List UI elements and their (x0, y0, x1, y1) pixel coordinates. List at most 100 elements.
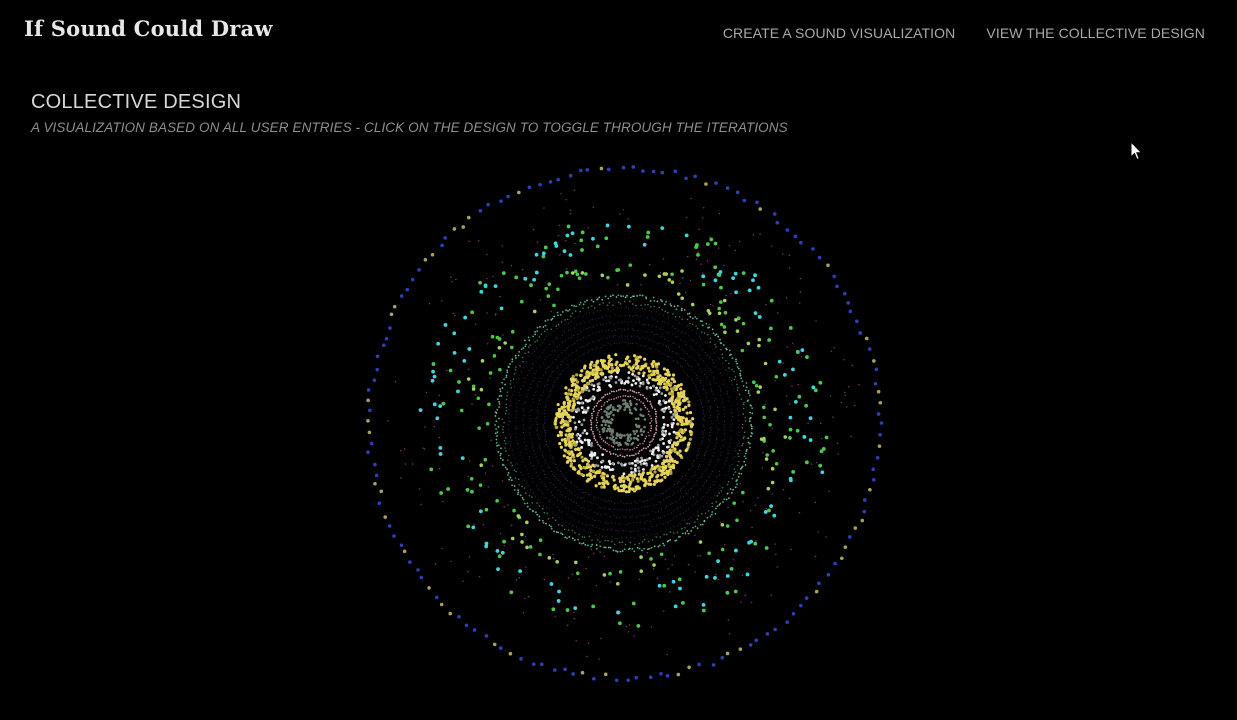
viz-dot (749, 418, 751, 420)
viz-dot (706, 480, 707, 481)
viz-dot (734, 379, 736, 381)
viz-dot (778, 360, 782, 364)
viz-dot (565, 506, 566, 507)
viz-dot (571, 492, 572, 493)
viz-dot (584, 509, 585, 510)
viz-dot (703, 506, 704, 507)
viz-dot (537, 434, 538, 435)
viz-dot (713, 467, 714, 468)
viz-dot (545, 497, 546, 498)
viz-dot (789, 255, 790, 256)
viz-dot (707, 552, 711, 556)
viz-dot (522, 361, 524, 363)
viz-dot (515, 462, 516, 463)
viz-dot (843, 292, 847, 296)
viz-dot (506, 407, 508, 409)
viz-dot (706, 468, 707, 469)
viz-dot (629, 411, 632, 414)
viz-dot (561, 361, 562, 362)
viz-dot (520, 472, 521, 473)
viz-dot (571, 362, 572, 363)
viz-dot (590, 532, 591, 533)
viz-dot (617, 538, 618, 539)
viz-dot (499, 455, 501, 457)
viz-dot (500, 395, 502, 397)
viz-dot (531, 368, 532, 369)
viz-dot (607, 304, 609, 306)
viz-dot (687, 481, 688, 482)
viz-dot (572, 518, 573, 519)
viz-dot (655, 422, 657, 424)
viz-dot (552, 304, 556, 308)
viz-dot (708, 510, 710, 512)
viz-dot (786, 297, 787, 298)
site-title[interactable]: If Sound Could Draw (24, 16, 273, 41)
viz-dot (685, 448, 688, 451)
viz-dot (648, 411, 650, 413)
viz-dot (638, 543, 640, 545)
viz-dot (519, 395, 520, 396)
viz-dot (548, 366, 549, 367)
viz-dot (711, 421, 712, 422)
viz-dot (673, 343, 674, 344)
viz-dot (658, 584, 662, 588)
viz-dot (569, 345, 570, 346)
viz-dot (633, 550, 635, 552)
viz-dot (635, 418, 638, 421)
viz-dot (529, 508, 531, 510)
viz-dot (719, 300, 723, 304)
viz-dot (664, 394, 667, 397)
viz-dot (614, 353, 617, 356)
viz-dot (607, 540, 609, 542)
viz-dot (584, 353, 585, 354)
viz-dot (789, 267, 790, 268)
viz-dot (800, 278, 801, 279)
visualization-canvas[interactable] (364, 163, 884, 683)
viz-dot (554, 244, 558, 248)
viz-dot (629, 624, 630, 625)
viz-dot (635, 509, 636, 510)
viz-dot (550, 311, 551, 312)
viz-dot (595, 348, 596, 349)
viz-dot (546, 294, 550, 298)
viz-dot (664, 515, 665, 516)
viz-dot (552, 318, 554, 320)
viz-dot (692, 476, 693, 477)
viz-dot (587, 501, 588, 502)
viz-dot (680, 340, 681, 341)
viz-dot (783, 489, 784, 490)
viz-dot (496, 445, 498, 447)
viz-dot (619, 524, 620, 525)
viz-dot (473, 524, 474, 525)
collective-design-visualization[interactable] (364, 163, 884, 683)
viz-dot (775, 462, 779, 466)
viz-dot (639, 450, 641, 452)
viz-dot (618, 336, 619, 337)
viz-dot (695, 385, 696, 386)
viz-dot (559, 344, 560, 345)
nav-view-collective-design[interactable]: VIEW THE COLLECTIVE DESIGN (986, 25, 1205, 41)
nav-create-visualization[interactable]: CREATE A SOUND VISUALIZATION (723, 25, 956, 41)
viz-dot (662, 416, 665, 419)
viz-dot (526, 446, 527, 447)
viz-dot (646, 378, 649, 381)
viz-dot (630, 297, 632, 299)
viz-dot (635, 321, 636, 322)
viz-dot (645, 331, 646, 332)
viz-dot (668, 568, 669, 569)
viz-dot (773, 407, 777, 411)
viz-dot (633, 330, 634, 331)
viz-dot (499, 339, 500, 340)
viz-dot (591, 539, 593, 541)
viz-dot (738, 415, 739, 416)
viz-dot (664, 465, 667, 468)
viz-dot (606, 323, 607, 324)
viz-dot (625, 517, 626, 518)
viz-dot (419, 488, 420, 489)
viz-dot (632, 165, 636, 169)
viz-dot (704, 415, 705, 416)
viz-dot (737, 366, 739, 368)
viz-dot (634, 464, 637, 467)
viz-dot (651, 547, 653, 549)
viz-dot (567, 625, 568, 626)
